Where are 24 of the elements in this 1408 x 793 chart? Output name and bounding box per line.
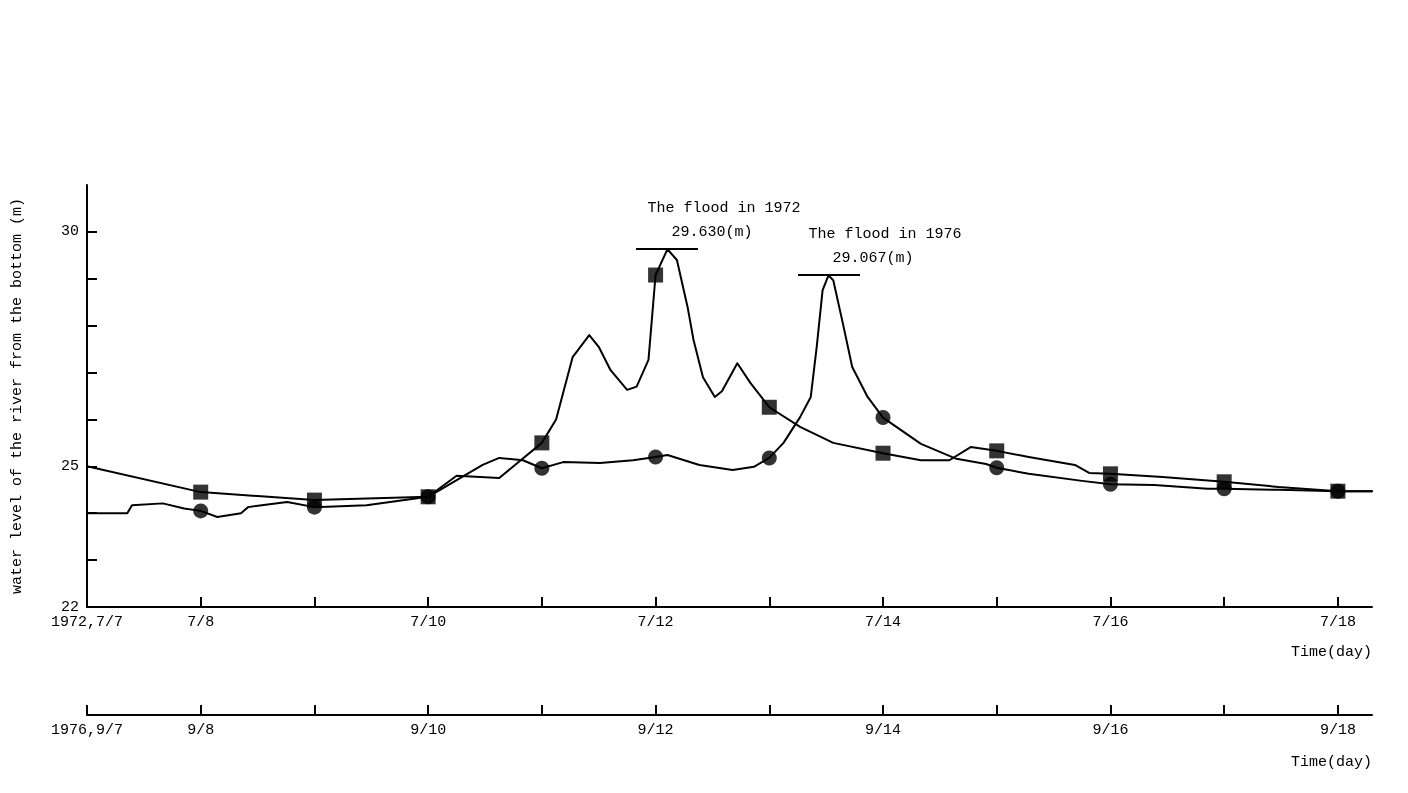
x2-tick-label: 9/14 [865, 722, 902, 739]
annotation: The flood in 1976 [808, 226, 962, 244]
x-tick-label: 7/10 [410, 614, 447, 631]
y-axis-title: water level of the river from the bottom (m) [9, 197, 26, 595]
x2-tick-label: 9/16 [1092, 722, 1129, 739]
x2-tick-label: 1976,9/7 [50, 722, 124, 739]
x-tick-label: 7/18 [1319, 614, 1356, 631]
annotation: 29.630(m) [671, 224, 753, 242]
x-tick-label: 7/16 [1092, 614, 1129, 631]
x-tick-label: 7/8 [187, 614, 215, 631]
annotation: The flood in 1972 [647, 200, 801, 218]
x2-tick-label: 9/18 [1319, 722, 1356, 739]
x-tick-label: 7/12 [637, 614, 674, 631]
x-tick-label: 7/14 [865, 614, 902, 631]
x-tick-label: 1972,7/7 [50, 614, 124, 631]
x2-tick-label: 9/8 [187, 722, 215, 739]
y-tick-label: 22 [60, 598, 79, 616]
x2-axis-title: Time(day) [1290, 754, 1372, 771]
x-axis-title: Time(day) [1290, 644, 1372, 661]
x2-tick-label: 9/10 [410, 722, 447, 739]
y-tick-label: 25 [60, 457, 79, 475]
x2-tick-label: 9/12 [637, 722, 674, 739]
y-tick-label: 30 [60, 223, 79, 241]
annotation: 29.067(m) [832, 250, 914, 268]
